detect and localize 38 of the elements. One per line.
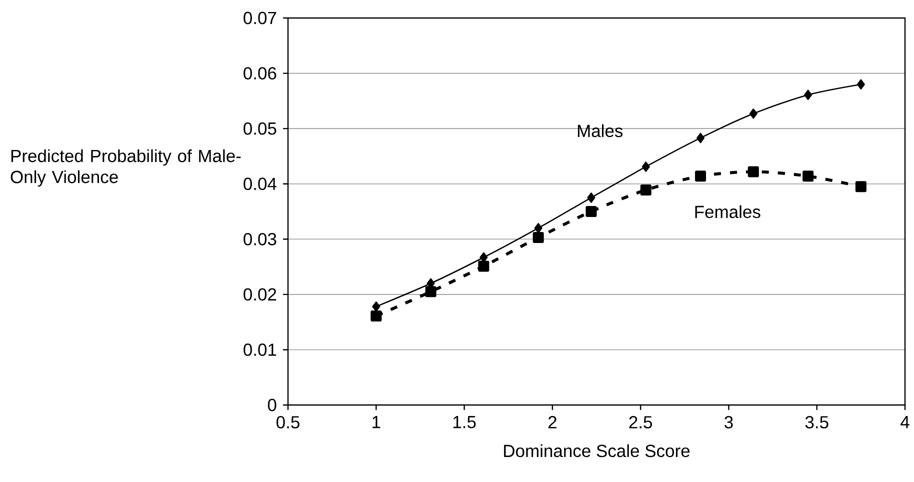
y-tick-label: 0 [268,398,276,412]
point [642,162,650,172]
y-axis-title: Predicted Probability of Male-Only Violence [10,149,241,187]
point [695,170,706,182]
x-tick-label: 2.5 [629,416,652,428]
point [804,90,812,100]
x-tick-label: 3.5 [805,416,828,428]
y-tick-label: 0.02 [244,288,276,301]
y-tick-label: 0.04 [244,178,276,190]
y-tick-label: 0.05 [244,122,276,135]
point [696,132,705,144]
point [532,232,544,243]
y-tick-label: 0.07 [244,12,276,24]
point [748,166,759,178]
x-axis-title: Dominance Scale Score [504,444,690,458]
point [587,192,596,203]
series-label: Females [695,205,760,218]
point [586,206,597,218]
x-tick-label: 1 [372,416,380,428]
point [372,301,380,312]
x-tick-label: 2 [548,416,556,428]
x-tick-label: 3 [724,416,733,428]
x-tick-label: 0.5 [276,416,300,428]
point [370,310,382,322]
y-tick-label: 0.03 [244,232,276,246]
y-tick-label: 0.01 [244,344,276,356]
x-tick-label: 1.5 [453,416,476,428]
x-tick-label: 4 [900,416,910,428]
point [856,79,865,90]
point [802,170,814,182]
y-tick-label: 0.06 [244,67,276,80]
point [425,286,436,298]
series-label: Males [578,124,623,138]
point [749,108,758,119]
point [534,222,542,234]
point [478,260,490,272]
point [855,181,866,192]
point [640,184,652,196]
